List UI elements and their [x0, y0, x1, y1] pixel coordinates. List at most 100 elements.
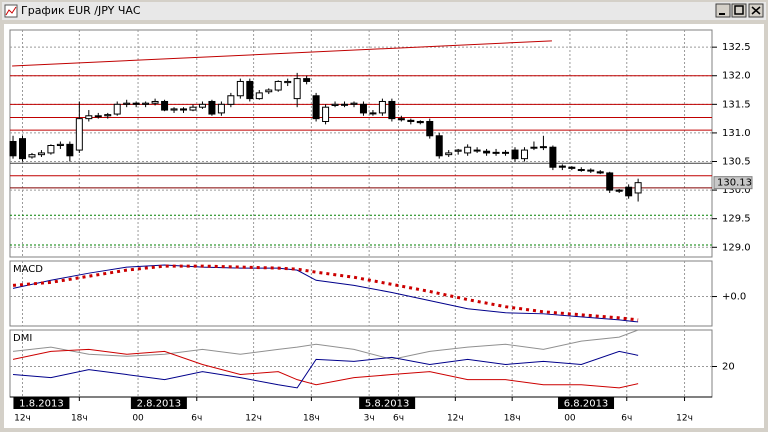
indicator-line: [12, 329, 639, 360]
candle-body: [331, 103, 339, 106]
candle-body: [341, 103, 349, 106]
candle-body: [66, 143, 74, 157]
title-bar: [2, 2, 766, 20]
date-box: [13, 397, 70, 409]
candle-body: [502, 151, 510, 154]
candle-body: [407, 119, 415, 122]
candle-body: [549, 146, 557, 168]
candle-body: [132, 102, 140, 105]
last-price-label: 130.13: [717, 178, 752, 189]
candle-body: [94, 115, 102, 118]
candle-body: [56, 143, 64, 147]
candle-body: [378, 100, 386, 114]
x-tick-label: 3ч: [364, 414, 375, 424]
candle-body: [558, 165, 566, 168]
indicator-line: [12, 264, 639, 323]
date-box: [558, 397, 615, 409]
x-tick-label: 18ч: [303, 414, 320, 424]
candle-body: [189, 106, 197, 111]
x-tick-label: 6ч: [393, 414, 404, 424]
candle-body: [322, 106, 330, 122]
candle-body: [464, 146, 472, 154]
candle-body: [284, 80, 292, 84]
indicator-line: [12, 348, 639, 389]
candle-body: [615, 189, 623, 192]
candle-body: [151, 100, 159, 104]
window-icon-glyph: [5, 6, 17, 16]
candle-body: [435, 135, 443, 157]
x-tick-label: 00: [132, 414, 144, 424]
x-tick-label: 6ч: [621, 414, 632, 424]
date-label: 5.8.2013: [365, 399, 410, 410]
candle-body: [359, 103, 367, 114]
candle-body: [492, 151, 500, 154]
candle-body: [577, 169, 585, 172]
candle-body: [634, 182, 642, 194]
candle-body: [113, 103, 121, 115]
date-box: [130, 397, 187, 409]
candle-body: [217, 103, 225, 114]
candle-body: [236, 80, 244, 97]
indicator-line: [12, 264, 639, 322]
candle-body: [123, 102, 131, 105]
close-button[interactable]: [748, 3, 764, 18]
panel-frame: [9, 260, 713, 327]
candle-body: [312, 95, 320, 120]
candle-body: [369, 112, 377, 115]
y-tick-label: 131.5: [722, 99, 751, 110]
candle-body: [19, 138, 27, 160]
candle-body: [293, 78, 301, 100]
candle-body: [388, 100, 396, 120]
last-price-box: [713, 176, 753, 190]
y-tick-label: 130.0: [722, 185, 751, 196]
indicator-line: [12, 350, 639, 389]
candle-body: [625, 186, 633, 197]
candle-body: [37, 152, 45, 156]
y-tick-label: 131.0: [722, 128, 751, 139]
candle-body: [142, 102, 150, 105]
minimize-button[interactable]: [715, 3, 731, 18]
candle-body: [161, 100, 169, 111]
candle-body: [350, 102, 358, 105]
candle-body: [530, 146, 538, 149]
plot: 132.5 132.0 131.5 131.0 130.5 130.0 129.5 129.0…: [9, 29, 753, 424]
candle-body: [483, 150, 491, 154]
candle-body: [303, 78, 311, 82]
y-tick-label: 132.5: [722, 42, 751, 53]
candle-body: [454, 149, 462, 152]
candle-body: [85, 115, 93, 120]
candle-body: [511, 149, 519, 160]
x-tick-label: 12ч: [245, 414, 262, 424]
candle-body: [75, 118, 83, 151]
candle-body: [520, 149, 528, 160]
candle-body: [568, 166, 576, 169]
x-tick-label: 00: [564, 414, 576, 424]
x-tick-label: 6ч: [191, 414, 202, 424]
candle-body: [47, 145, 55, 154]
candle-body: [227, 95, 235, 105]
candle-body: [28, 154, 36, 158]
window-title: График EUR /JPY ЧАС: [21, 4, 141, 17]
x-tick-label: 18ч: [71, 414, 88, 424]
candle-body: [208, 100, 216, 115]
y-tick-label: 20: [722, 362, 735, 373]
date-label: 2.8.2013: [137, 399, 182, 410]
candle-body: [539, 146, 547, 149]
candle-body: [246, 80, 254, 100]
candle-body: [265, 89, 273, 93]
candle-body: [426, 120, 434, 137]
y-tick-label: 129.5: [722, 214, 751, 225]
window-icon: [4, 4, 18, 18]
trend-line: [12, 40, 552, 67]
candle-body: [397, 118, 405, 121]
candle-body: [596, 171, 604, 174]
candle-body: [473, 149, 481, 152]
maximize-button[interactable]: [731, 3, 747, 18]
y-tick-label: 130.5: [722, 157, 751, 168]
candle-body: [606, 172, 614, 191]
candle-body: [255, 92, 263, 100]
x-tick-label: 12ч: [447, 414, 464, 424]
y-tick-label: 132.0: [722, 71, 751, 82]
candle-body: [416, 120, 424, 124]
